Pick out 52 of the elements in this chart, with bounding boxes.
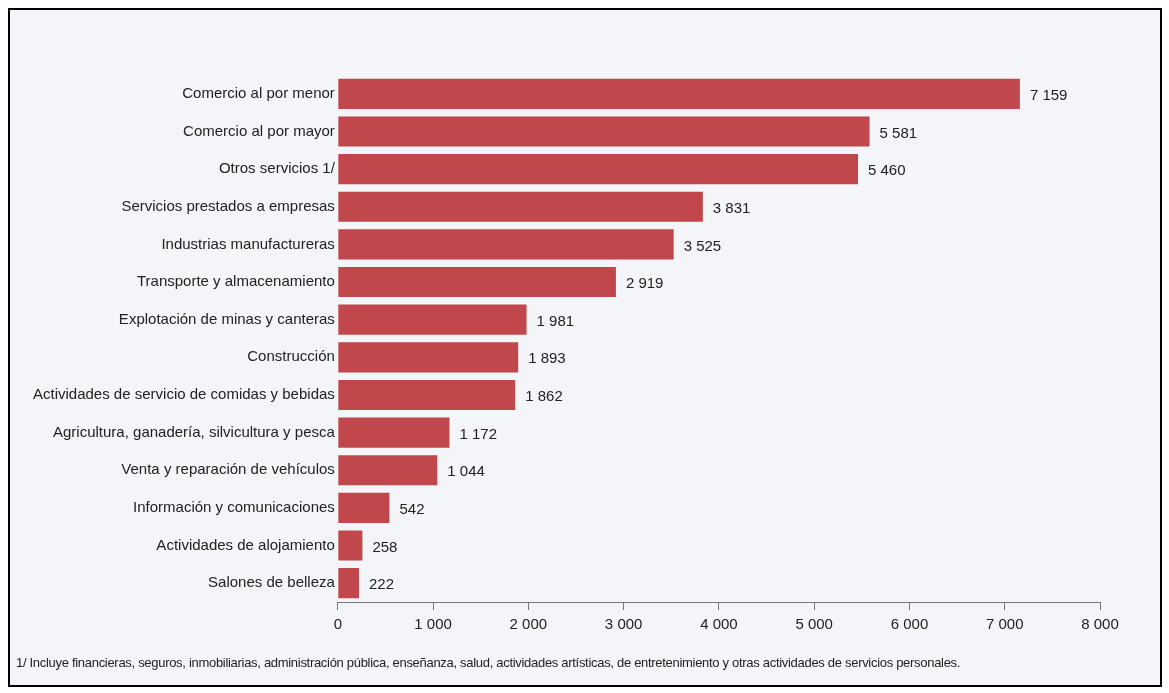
y-tick-label: Otros servicios 1/ bbox=[218, 159, 336, 177]
data-label: 222 bbox=[368, 575, 395, 593]
data-label: 1 862 bbox=[525, 387, 563, 405]
y-tick-label: Transporte y almacenamiento bbox=[136, 272, 335, 290]
bar bbox=[338, 379, 516, 411]
x-tick-label: 4 000 bbox=[700, 615, 738, 633]
y-tick-label: Información y comunicaciones bbox=[133, 498, 335, 516]
data-label: 5 581 bbox=[879, 123, 918, 141]
bar bbox=[338, 229, 674, 260]
bar bbox=[338, 417, 450, 448]
data-label: 5 460 bbox=[868, 161, 906, 179]
y-tick-label: Salones de belleza bbox=[208, 573, 336, 591]
data-label: 1 172 bbox=[459, 424, 498, 442]
bar bbox=[338, 266, 616, 298]
y-tick-label: Industrias manufactureras bbox=[161, 234, 335, 252]
bar bbox=[338, 78, 1020, 109]
bar bbox=[338, 492, 390, 523]
y-tick-label: Actividades de alojamiento bbox=[156, 535, 335, 553]
y-tick-label: Agricultura, ganadería, silvicultura y pesca bbox=[53, 422, 336, 440]
x-tick-label: 0 bbox=[333, 615, 342, 633]
x-tick-label: 7 000 bbox=[985, 615, 1024, 633]
bar bbox=[338, 568, 359, 599]
x-tick-label: 3 000 bbox=[604, 615, 643, 633]
data-label: 1 981 bbox=[536, 311, 575, 329]
y-tick-label: Servicios prestados a empresas bbox=[121, 196, 335, 214]
y-tick-label: Explotación de minas y canteras bbox=[118, 309, 335, 327]
y-tick-label: Comercio al por mayor bbox=[183, 121, 335, 139]
data-label: 3 831 bbox=[712, 198, 751, 216]
data-label: 542 bbox=[399, 500, 425, 518]
y-tick-label: Actividades de servicio de comidas y bebidas bbox=[33, 385, 335, 403]
x-tick-label: 8 000 bbox=[1081, 615, 1119, 633]
x-tick-label: 1 000 bbox=[414, 615, 452, 633]
bar bbox=[338, 342, 519, 373]
data-label: 2 919 bbox=[625, 274, 664, 292]
bar bbox=[338, 455, 438, 486]
x-tick-label: 5 000 bbox=[795, 615, 833, 633]
bar bbox=[338, 191, 703, 222]
bar bbox=[338, 530, 363, 561]
y-tick-label: Venta y reparación de vehículos bbox=[121, 460, 335, 478]
y-tick-label: Comercio al por menor bbox=[182, 83, 335, 101]
text: 1/ Incluye financieras, seguros, inmobiliarias, administración pública, enseñanza, salud, actividades artísticas, de entretenimiento y otras actividades de servicios personales. bbox=[16, 655, 961, 670]
y-tick-label: Construcción bbox=[247, 347, 335, 365]
bar bbox=[338, 154, 859, 185]
data-label: 3 525 bbox=[683, 236, 722, 254]
bar bbox=[338, 116, 870, 147]
bar bbox=[338, 304, 527, 335]
x-tick-label: 6 000 bbox=[890, 615, 929, 633]
x-tick-label: 2 000 bbox=[509, 615, 548, 633]
data-label: 258 bbox=[372, 537, 398, 555]
data-label: 1 893 bbox=[528, 349, 566, 367]
data-label: 7 159 bbox=[1029, 85, 1068, 103]
data-label: 1 044 bbox=[447, 462, 485, 480]
